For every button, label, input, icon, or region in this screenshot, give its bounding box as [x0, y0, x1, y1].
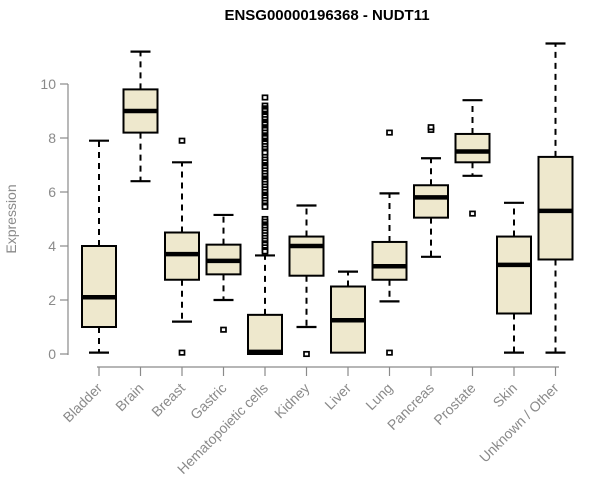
outlier-hematopoietic-cells	[261, 248, 269, 255]
box-pancreas	[413, 184, 449, 219]
chart-title: ENSG00000196368 - NUDT11	[224, 7, 429, 24]
outlier-breast	[178, 349, 186, 356]
x-tick-label-lung: Lung	[362, 380, 395, 413]
outlier-hematopoietic-cells	[261, 203, 269, 210]
outlier-kidney	[303, 350, 310, 358]
x-tick-label-prostate: Prostate	[430, 380, 478, 428]
y-axis-title: Expression	[3, 184, 19, 253]
box-prostate	[454, 132, 491, 164]
outlier-prostate	[469, 210, 476, 217]
x-tick-label-brain: Brain	[112, 380, 146, 414]
box-unknown-other	[537, 155, 574, 261]
box-bladder	[81, 245, 117, 328]
box-kidney	[288, 235, 325, 277]
box-skin	[496, 235, 532, 315]
x-tick-label-kidney: Kidney	[271, 380, 313, 422]
y-tick-label: 8	[48, 130, 56, 146]
box-lung	[371, 240, 408, 281]
outlier-lung	[386, 129, 393, 136]
box-hematopoietic-cells	[247, 313, 283, 356]
x-tick-label-unknown-other: Unknown / Other	[476, 380, 562, 466]
y-tick-label: 6	[48, 184, 56, 200]
outlier-gastric	[220, 326, 227, 333]
outlier-pancreas	[427, 124, 435, 131]
outlier-hematopoietic-cells	[261, 94, 269, 101]
x-tick-label-bladder: Bladder	[60, 380, 106, 426]
x-tick-label-skin: Skin	[490, 380, 521, 411]
y-tick-label: 2	[48, 292, 56, 308]
x-tick-label-liver: Liver	[321, 380, 354, 413]
x-tick-label-breast: Breast	[148, 380, 188, 420]
y-tick-label: 10	[40, 76, 56, 92]
outlier-lung	[386, 349, 393, 356]
outlier-breast	[178, 137, 186, 144]
y-tick-label: 4	[48, 238, 56, 254]
y-tick-label: 0	[48, 346, 56, 362]
